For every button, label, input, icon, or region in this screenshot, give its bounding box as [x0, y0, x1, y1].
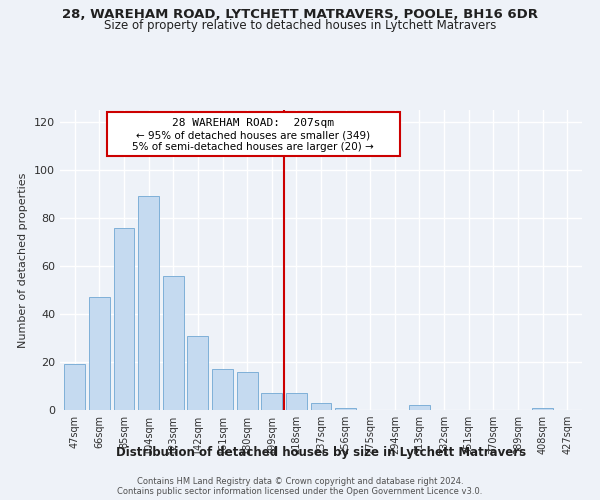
- Text: Distribution of detached houses by size in Lytchett Matravers: Distribution of detached houses by size …: [116, 446, 526, 459]
- Bar: [163, 276, 184, 410]
- Bar: [187, 336, 208, 410]
- Bar: [64, 364, 85, 410]
- Bar: [532, 408, 553, 410]
- Text: Contains HM Land Registry data © Crown copyright and database right 2024.: Contains HM Land Registry data © Crown c…: [137, 476, 463, 486]
- Text: Size of property relative to detached houses in Lytchett Matravers: Size of property relative to detached ho…: [104, 19, 496, 32]
- Bar: [138, 196, 159, 410]
- Bar: [409, 405, 430, 410]
- Text: ← 95% of detached houses are smaller (349): ← 95% of detached houses are smaller (34…: [136, 130, 370, 140]
- Bar: [335, 408, 356, 410]
- Bar: [286, 393, 307, 410]
- Bar: [113, 228, 134, 410]
- Bar: [236, 372, 257, 410]
- Text: Contains public sector information licensed under the Open Government Licence v3: Contains public sector information licen…: [118, 486, 482, 496]
- Bar: [212, 369, 233, 410]
- Text: 28 WAREHAM ROAD:  207sqm: 28 WAREHAM ROAD: 207sqm: [172, 118, 334, 128]
- Bar: [89, 297, 110, 410]
- Text: 28, WAREHAM ROAD, LYTCHETT MATRAVERS, POOLE, BH16 6DR: 28, WAREHAM ROAD, LYTCHETT MATRAVERS, PO…: [62, 8, 538, 20]
- Bar: [261, 393, 282, 410]
- Y-axis label: Number of detached properties: Number of detached properties: [19, 172, 28, 348]
- FancyBboxPatch shape: [107, 112, 400, 156]
- Bar: [311, 403, 331, 410]
- Text: 5% of semi-detached houses are larger (20) →: 5% of semi-detached houses are larger (2…: [133, 142, 374, 152]
